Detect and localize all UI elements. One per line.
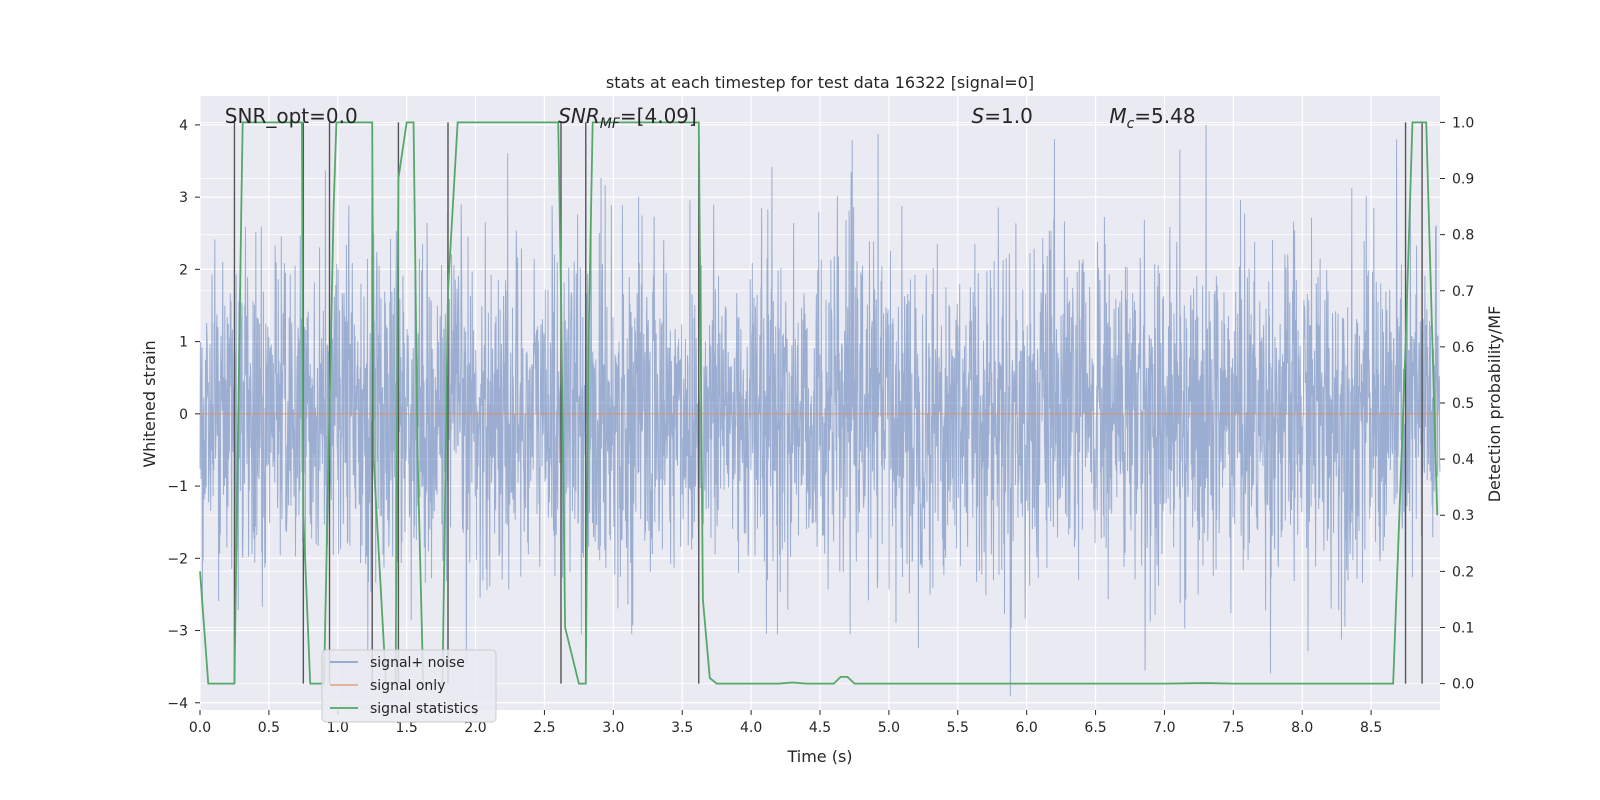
y-right-tick-label: 0.3 bbox=[1452, 508, 1474, 524]
y-left-tick-label: 2 bbox=[179, 262, 188, 278]
y-left-tick-label: −2 bbox=[167, 551, 188, 567]
legend-label-signal-only: signal only bbox=[370, 678, 445, 694]
annotation-snr-opt: SNR_opt=0.0 bbox=[225, 104, 358, 128]
vertical-lines bbox=[233, 122, 1423, 684]
x-tick-label: 4.5 bbox=[809, 720, 831, 736]
noise-line bbox=[199, 124, 1441, 697]
x-tick-label: 8.0 bbox=[1291, 720, 1313, 736]
y-right-tick-label: 0.2 bbox=[1452, 564, 1474, 580]
y-left-tick-label: 1 bbox=[179, 335, 188, 351]
x-axis-label: Time (s) bbox=[786, 747, 852, 766]
annotation-s-stat: S=1.0 bbox=[972, 104, 1033, 128]
x-tick-label: 8.5 bbox=[1360, 720, 1382, 736]
y-left-tick-label: 0 bbox=[179, 407, 188, 423]
y-right-ticks: 0.0 0.1 0.2 0.3 0.4 0.5 0.6 0.7 0.8 0.9 1.0 bbox=[1440, 115, 1474, 693]
x-tick-label: 5.5 bbox=[947, 720, 969, 736]
y-right-tick-label: 0.1 bbox=[1452, 620, 1474, 636]
x-tick-label: 4.0 bbox=[740, 720, 762, 736]
y-right-tick-label: 0.9 bbox=[1452, 172, 1474, 188]
x-tick-label: 6.5 bbox=[1084, 720, 1106, 736]
y-right-tick-label: 0.4 bbox=[1452, 452, 1474, 468]
x-tick-label: 2.5 bbox=[533, 720, 555, 736]
y-right-tick-label: 0.5 bbox=[1452, 396, 1474, 412]
annotation-snr-mf: SNRMF=[4.09] bbox=[558, 104, 697, 132]
x-tick-label: 5.0 bbox=[878, 720, 900, 736]
legend-label-statistics: signal statistics bbox=[370, 701, 478, 717]
x-tick-label: 1.0 bbox=[327, 720, 349, 736]
x-ticks: 0.0 0.5 1.0 1.5 2.0 2.5 3.0 3.5 4.0 4.5 5.0 5.5 6.0 6… bbox=[189, 710, 1382, 736]
legend-label-noise: signal+ noise bbox=[370, 655, 465, 671]
annotation-mc: Mc=5.48 bbox=[1109, 104, 1195, 132]
y-left-tick-label: 4 bbox=[179, 118, 188, 134]
legend: signal+ noise signal only signal statist… bbox=[321, 649, 497, 723]
y-right-tick-label: 0.8 bbox=[1452, 228, 1474, 244]
y-left-tick-label: −3 bbox=[167, 624, 188, 640]
y-left-ticks: −4 −3 −2 −1 0 1 2 3 4 bbox=[167, 118, 200, 712]
annotations: SNR_opt=0.0 SNRMF=[4.09] S=1.0 Mc=5.48 bbox=[225, 104, 1196, 132]
signal-statistics-line bbox=[199, 121, 1439, 685]
x-tick-label: 7.5 bbox=[1222, 720, 1244, 736]
y-right-tick-label: 0.6 bbox=[1452, 340, 1474, 356]
x-tick-label: 3.0 bbox=[602, 720, 624, 736]
y-right-tick-label: 0.0 bbox=[1452, 677, 1474, 693]
y-left-axis-label: Whitened strain bbox=[140, 340, 159, 467]
y-left-tick-label: −1 bbox=[167, 479, 188, 495]
legend-box bbox=[321, 649, 497, 723]
y-right-tick-label: 0.7 bbox=[1452, 284, 1474, 300]
x-tick-label: 0.0 bbox=[189, 720, 211, 736]
y-right-tick-label: 1.0 bbox=[1452, 115, 1474, 131]
x-tick-label: 0.5 bbox=[258, 720, 280, 736]
x-tick-label: 1.5 bbox=[396, 720, 418, 736]
y-right-axis-label: Detection probability/MF bbox=[1485, 306, 1504, 503]
x-tick-label: 2.0 bbox=[464, 720, 486, 736]
y-left-tick-label: 3 bbox=[179, 190, 188, 206]
signal-statistics-series bbox=[199, 121, 1439, 685]
x-tick-label: 3.5 bbox=[671, 720, 693, 736]
chart-title: stats at each timestep for test data 163… bbox=[606, 73, 1034, 92]
x-tick-label: 6.0 bbox=[1016, 720, 1038, 736]
x-tick-label: 7.0 bbox=[1153, 720, 1175, 736]
y-left-tick-label: −4 bbox=[167, 696, 188, 712]
noise-series bbox=[199, 124, 1441, 697]
